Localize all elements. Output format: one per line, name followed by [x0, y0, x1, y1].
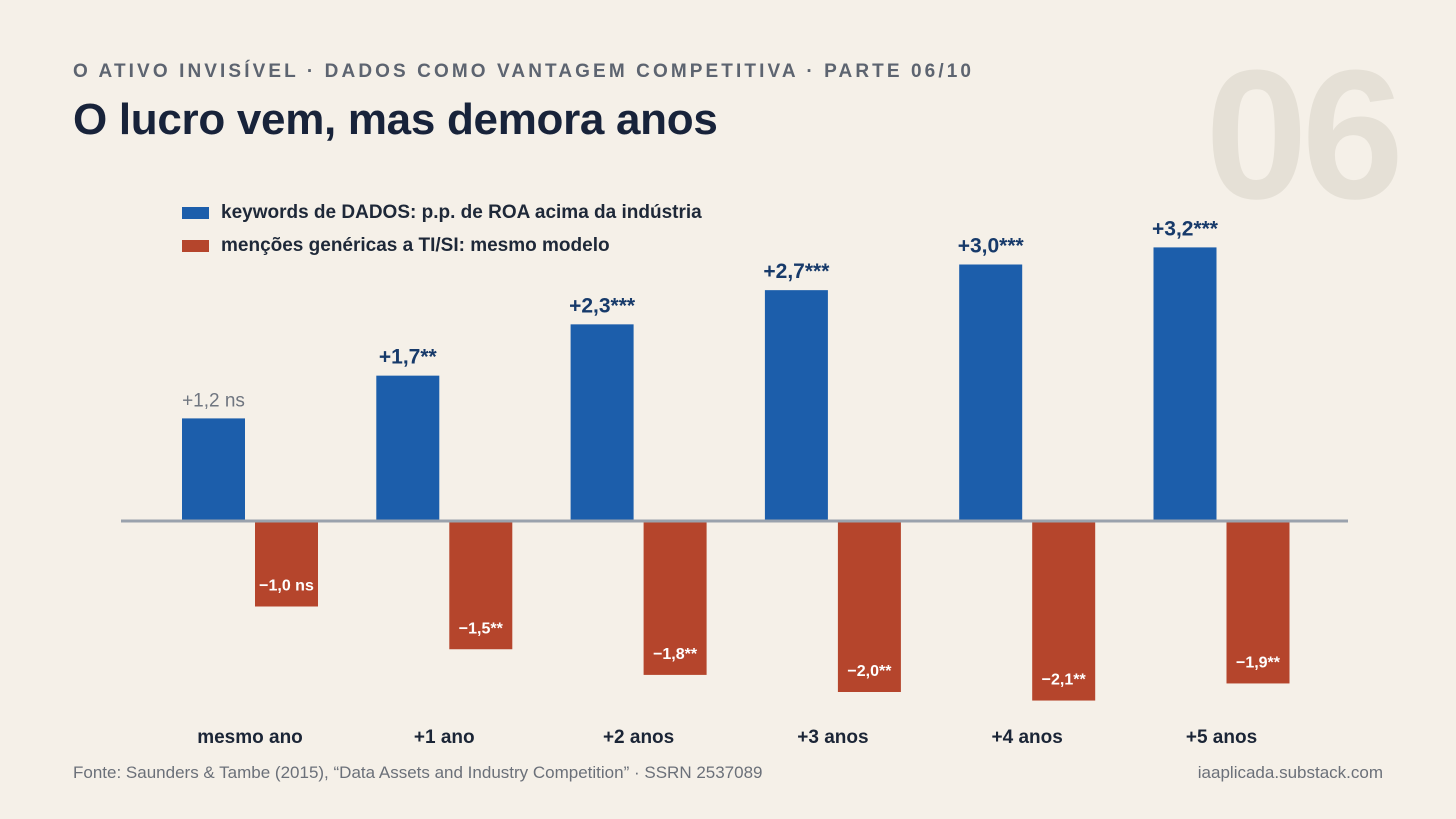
category-label-2: +2 anos [603, 727, 674, 748]
value-label-data-3: +2,7*** [763, 260, 830, 283]
category-label-1: +1 ano [414, 727, 475, 748]
page-title: O lucro vem, mas demora anos [73, 95, 718, 144]
bar-data-4 [959, 264, 1023, 521]
bar-data-0 [182, 418, 245, 521]
bar-data-5 [1153, 247, 1217, 521]
legend-swatch-data [182, 206, 209, 219]
bars-layer [182, 247, 1290, 701]
bar-generic-4 [1032, 521, 1096, 701]
value-label-data-4: +3,0*** [958, 235, 1025, 258]
value-label-data-1: +1,7** [379, 346, 438, 369]
site-url: iaaplicada.substack.com [1197, 763, 1383, 782]
legend-item-generic: menções genéricas a TI/SI: mesmo modelo [182, 229, 702, 262]
value-label-data-5: +3,2*** [1152, 217, 1219, 240]
value-label-generic-1: −1,5** [459, 620, 504, 637]
bar-generic-1 [449, 521, 513, 650]
legend: keywords de DADOS: p.p. de ROA acima da … [182, 196, 702, 262]
kicker: O ATIVO INVISÍVEL · DADOS COMO VANTAGEM … [73, 61, 975, 82]
bar-data-3 [764, 290, 828, 521]
value-label-data-0: +1,2 ns [182, 390, 245, 411]
category-label-4: +4 anos [992, 727, 1063, 748]
value-label-generic-3: −2,0** [847, 663, 892, 680]
bar-data-2 [570, 324, 634, 521]
bar-generic-2 [643, 521, 707, 675]
source-citation: Fonte: Saunders & Tambe (2015), “Data As… [73, 763, 763, 782]
labels-layer: +1,2 ns −1,0 ns mesmo ano +1,7** −1,5** +1 an… [182, 217, 1281, 748]
value-label-generic-4: −2,1** [1042, 672, 1087, 689]
category-label-5: +5 anos [1186, 727, 1257, 748]
legend-item-data: keywords de DADOS: p.p. de ROA acima da … [182, 196, 702, 229]
legend-label-generic: menções genéricas a TI/SI: mesmo modelo [221, 234, 610, 256]
category-label-3: +3 anos [797, 727, 868, 748]
value-label-generic-2: −1,8** [653, 646, 698, 663]
value-label-generic-5: −1,9** [1236, 654, 1281, 671]
value-label-generic-0: −1,0 ns [259, 578, 314, 595]
part-number-watermark: 06 [1205, 31, 1404, 237]
bar-generic-0 [255, 521, 318, 607]
category-label-0: mesmo ano [197, 727, 303, 748]
bar-data-1 [376, 375, 440, 521]
bar-generic-3 [837, 521, 901, 692]
bar-generic-5 [1226, 521, 1290, 684]
value-label-data-2: +2,3*** [569, 294, 636, 317]
legend-label-data: keywords de DADOS: p.p. de ROA acima da … [221, 201, 702, 223]
legend-swatch-generic [182, 239, 209, 252]
